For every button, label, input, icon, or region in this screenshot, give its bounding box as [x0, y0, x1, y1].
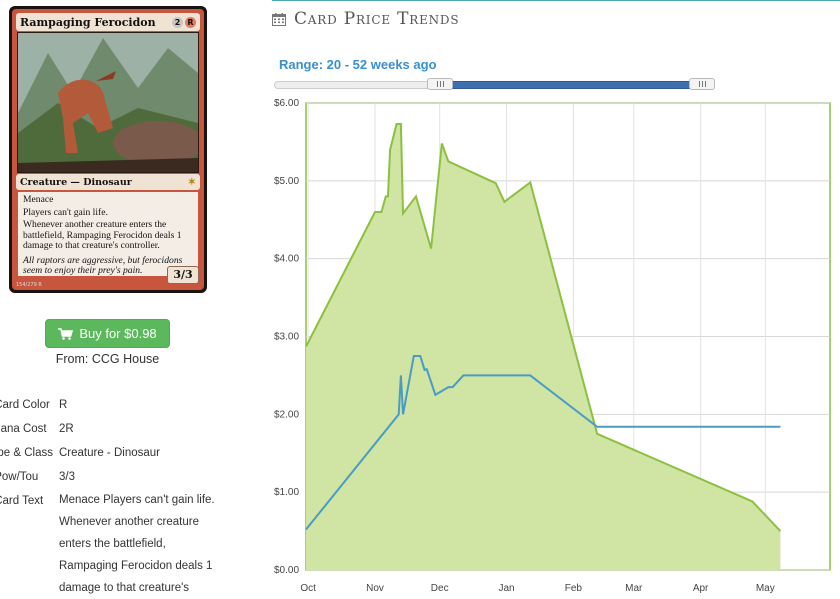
detail-label: Card Text: [0, 495, 44, 507]
card-text-line: enters the battlefield, [59, 538, 166, 550]
card-type-line: Creature — Dinosaur ✶ [16, 174, 200, 190]
y-tick-label: $1.00 [274, 487, 299, 498]
x-tick-label: Feb [565, 583, 583, 594]
panel-top-rule [272, 0, 840, 1]
x-tick-label: Mar [625, 583, 643, 594]
y-tick-label: $0.00 [274, 565, 299, 576]
set-symbol-icon: ✶ [187, 176, 196, 188]
card-text-line: Whenever another creature [59, 516, 199, 528]
card-power-toughness: 3/3 [167, 266, 199, 284]
sell-price-line [305, 123, 782, 532]
x-tick-label: Jan [498, 583, 514, 594]
y-tick-label: $4.00 [274, 254, 299, 265]
generic-mana-symbol: 2 [172, 16, 183, 28]
card-text-line: Menace Players can't gain life. [59, 494, 215, 506]
range-label: Range: 20 - 52 weeks ago [279, 57, 437, 72]
card-rule-trigger: Whenever another creature enters the bat… [23, 219, 182, 251]
detail-label: Pow/Tou: [0, 471, 39, 483]
x-tick-label: May [756, 583, 775, 594]
x-tick-label: Dec [431, 583, 449, 594]
card-flavor-text: All raptors are aggressive, but ferocido… [23, 254, 183, 276]
card-artwork [17, 32, 199, 173]
card-title-bar: Rampaging Ferocidon 2 R [16, 13, 200, 31]
red-mana-symbol: R [185, 16, 196, 28]
detail-value: R [59, 399, 68, 411]
y-tick-label: $2.00 [274, 409, 299, 420]
card-frame: Rampaging Ferocidon 2 R Creature — Dinos… [12, 9, 204, 290]
y-tick-label: $3.00 [274, 332, 299, 343]
slider-handle-end[interactable] [689, 78, 715, 90]
detail-label: Mana Cost [0, 423, 47, 435]
x-tick-label: Oct [300, 583, 316, 594]
panel-title: Card Price Trends [272, 9, 459, 29]
price-chart-svg: $0.00 $1.00 $2.00 $3.00 $4.00 $5.00 $6.00 Oct No… [274, 99, 831, 594]
cart-icon [58, 327, 74, 340]
panel-title-text: Card Price Trends [294, 9, 460, 29]
sell-price-area [306, 124, 781, 570]
price-chart: $0.00 $1.00 $2.00 $3.00 $4.00 $5.00 $6.00 Oct No… [272, 99, 840, 598]
y-tick-label: $5.00 [274, 176, 299, 187]
slider-handle-start[interactable] [427, 78, 453, 90]
range-slider[interactable] [274, 78, 715, 90]
x-tick-label: Apr [693, 583, 709, 594]
detail-value: Creature - Dinosaur [59, 447, 160, 459]
card-text-box: Menace Players can't gain life. Whenever… [18, 192, 198, 276]
card-type-text: Creature — Dinosaur [20, 176, 132, 188]
card-text-line: Rampaging Ferocidon deals 1 [59, 560, 213, 572]
detail-card-text: Menace Players can't gain life. Whenever… [59, 489, 224, 599]
seller-line: From: CCG House [55, 352, 160, 366]
buy-button[interactable]: Buy for $0.98 [45, 319, 170, 348]
card-rule-no-lifegain: Players can't gain life. [23, 206, 108, 218]
card-name: Rampaging Ferocidon [20, 15, 156, 29]
card-rule-menace: Menace [23, 194, 54, 205]
y-tick-label: $6.00 [274, 99, 299, 109]
x-tick-label: Nov [366, 583, 384, 594]
slider-selected-range [429, 81, 696, 89]
mana-cost-symbols: 2 R [172, 16, 196, 28]
buy-price-line [305, 354, 781, 531]
detail-value: 3/3 [59, 471, 75, 483]
detail-value: 2R [59, 423, 74, 435]
buy-button-label: Buy for $0.98 [79, 326, 157, 341]
card-text-line: damage to that creature's [59, 582, 190, 594]
card-collector-number: 154/279 R [16, 282, 42, 288]
detail-label: Card Color: [0, 399, 50, 411]
calendar-icon [272, 12, 286, 26]
detail-label: Type & Class: [0, 447, 53, 459]
card-image: Rampaging Ferocidon 2 R Creature — Dinos… [9, 6, 207, 293]
